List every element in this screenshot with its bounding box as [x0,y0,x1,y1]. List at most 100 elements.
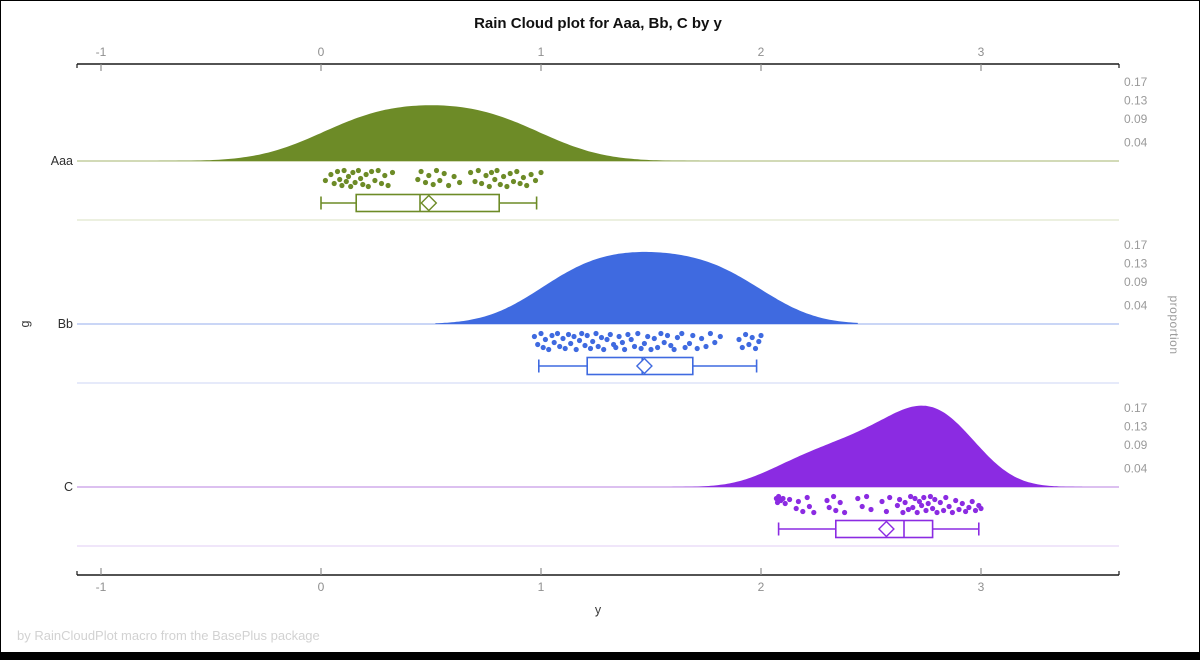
x-tick-label-bottom: 2 [758,580,765,594]
proportion-tick-label: 0.13 [1124,257,1148,271]
jitter-point [483,172,489,179]
jitter-point [538,169,544,176]
jitter-point [694,345,700,352]
jitter-point [331,180,337,187]
jitter-point [551,339,557,346]
jitter-point [736,336,742,343]
x-tick-label-bottom: -1 [96,580,107,594]
jitter-point [437,177,443,184]
jitter-point [739,344,745,351]
jitter-point [804,494,810,501]
jitter-point [322,177,328,184]
jitter-point [598,334,605,341]
jitter-point [648,346,654,353]
chart-title: Rain Cloud plot for Aaa, Bb, C by y [474,15,722,32]
jitter-point [451,173,457,180]
jitter-point [337,176,343,183]
jitter-point [475,167,481,174]
jitter-point [607,331,613,338]
jitter-point [655,344,661,351]
jitter-point [833,507,839,514]
jitter-point [441,170,447,177]
jitter-point [510,178,517,185]
jitter-point [613,344,619,351]
proportion-tick-label: 0.09 [1124,438,1148,452]
jitter-point [582,342,588,349]
density-cloud-c [662,405,1083,487]
jitter-point [908,493,914,500]
jitter-point [824,497,830,504]
category-label-bb: Bb [58,317,73,331]
jitter-point [531,333,538,340]
jitter-point [859,503,865,510]
jitter-point [914,509,920,516]
jitter-point [842,509,848,516]
jitter-point [492,176,498,183]
jitter-point [758,332,764,339]
left-axis-title: g [18,320,32,328]
jitter-point [532,177,539,184]
jitter-point [679,330,685,337]
jitter-point [472,178,478,185]
jitter-point [686,340,693,347]
mean-diamond [635,357,653,375]
jitter-point [651,335,657,342]
jitter-point [579,330,585,337]
jitter-point [355,167,361,174]
jitter-point [494,167,500,174]
jitter-point [628,336,634,343]
jitter-point [528,171,534,178]
jitter-point [554,330,561,337]
box-plot-aaa [320,193,538,213]
jitter-point [365,183,371,190]
jitter-point [535,341,541,348]
jitter-point [360,181,366,188]
mean-diamond [877,520,895,538]
jitter-point [345,173,352,180]
jitter-point [457,179,463,186]
jitter-point [542,336,549,343]
bottom-black-bar [1,652,1199,659]
jitter-point [787,496,793,503]
jitter-point [415,176,421,183]
jitter-point [837,499,843,506]
proportion-tick-label: 0.13 [1124,94,1148,108]
category-label-aaa: Aaa [51,154,73,168]
jitter-point [912,495,918,502]
jitter-point [966,504,972,511]
jitter-point [507,170,513,177]
proportion-tick-label: 0.17 [1124,75,1148,89]
jitter-points-aaa [322,167,544,190]
jitter-point [524,182,530,189]
proportion-tick-label: 0.04 [1124,135,1148,149]
jitter-point [937,499,943,506]
proportion-tick-label: 0.17 [1124,401,1148,415]
jitter-point [946,503,952,510]
jitter-point [488,169,495,176]
jitter-point [616,333,622,340]
jitter-point [504,183,510,190]
box-plot-c [777,519,980,539]
mean-diamond [420,194,438,212]
jitter-point [956,506,962,513]
jitter-point [479,180,485,187]
footer-note: by RainCloudPlot macro from the BasePlus… [17,628,320,643]
jitter-point [520,174,527,181]
jitter-point [363,171,369,178]
jitter-point [795,498,802,505]
jitter-point [793,505,799,512]
jitter-point [418,168,424,175]
jitter-point [486,183,492,190]
jitter-point [756,338,762,345]
jitter-point [699,335,705,342]
jitter-point [927,493,934,500]
jitter-point [910,504,916,511]
jitter-point [749,334,755,341]
jitter-point [352,179,358,186]
jitter-points-bb [531,330,764,353]
proportion-tick-label: 0.13 [1124,420,1148,434]
jitter-point [900,509,906,516]
jitter-point [690,332,696,339]
jitter-point [930,505,936,512]
